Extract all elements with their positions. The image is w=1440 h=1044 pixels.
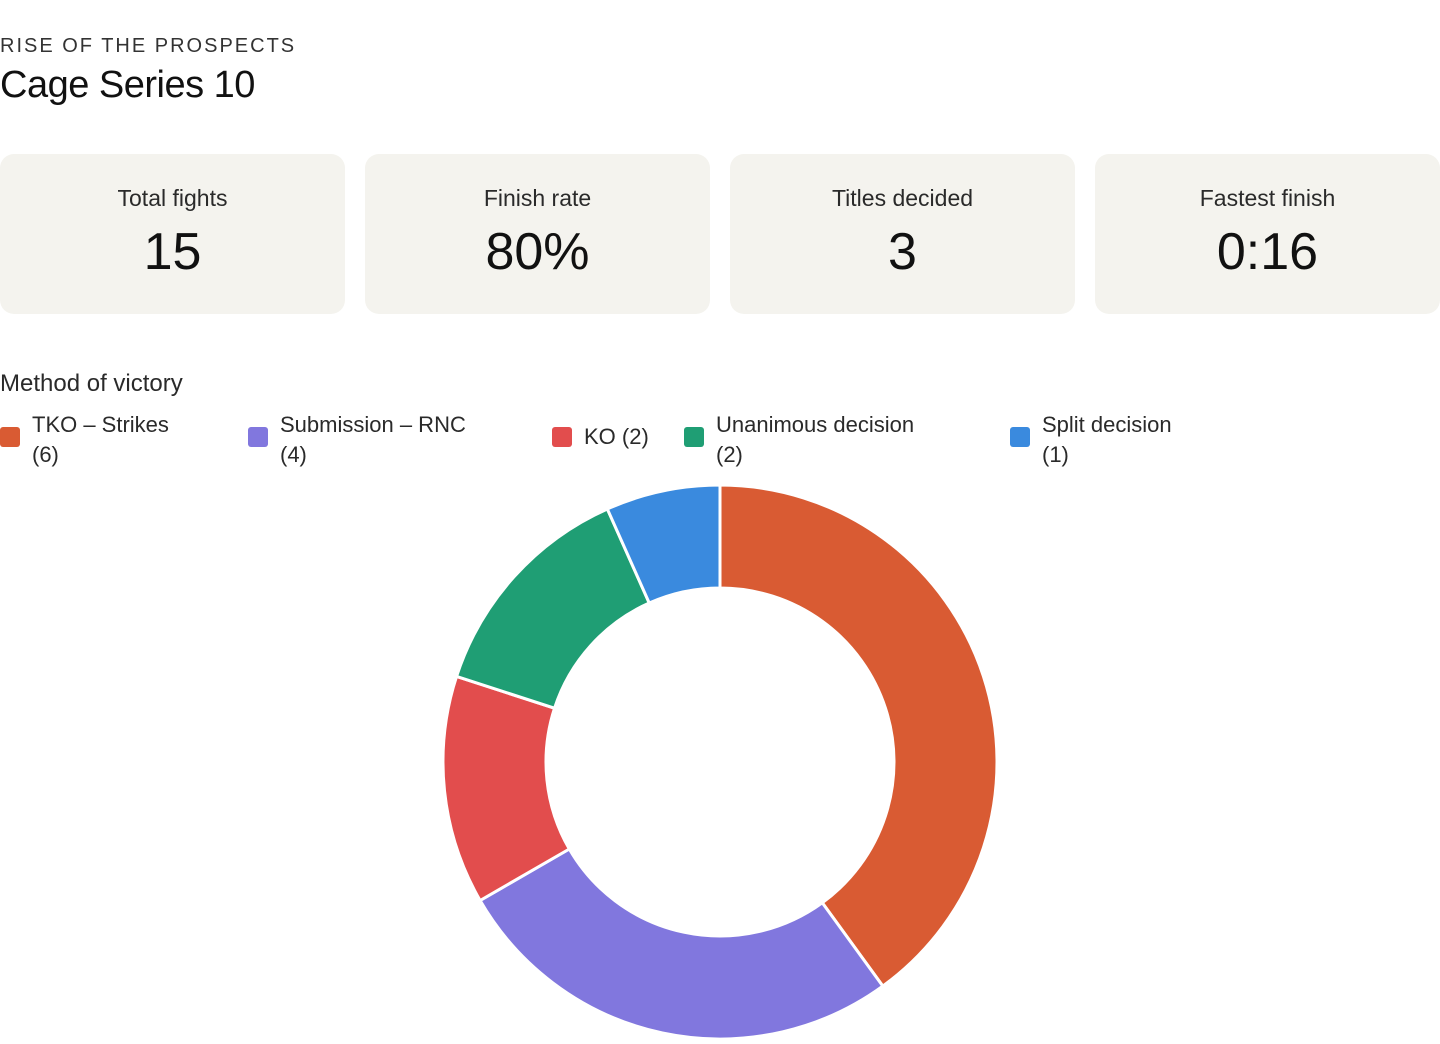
stat-value: 3 (888, 223, 917, 281)
legend-label-count: (2) (716, 442, 743, 467)
stat-value: 0:16 (1216, 223, 1319, 281)
legend-label-line: Split decision (1042, 412, 1172, 437)
legend-label-count: (4) (280, 442, 307, 467)
stat-card-total-fights: Total fights 15 (0, 154, 345, 314)
stat-value: 80% (485, 223, 590, 281)
page-title: Cage Series 10 (0, 64, 255, 106)
stat-label: Total fights (117, 185, 228, 211)
legend-label-line: Unanimous decision (716, 412, 915, 437)
stat-label: Fastest finish (1199, 185, 1336, 211)
legend-swatch (0, 427, 20, 447)
legend-item-submission-rnc[interactable]: Submission – RNC (4) (248, 410, 466, 470)
legend-label: TKO – Strikes (6) (32, 410, 169, 470)
legend-swatch (684, 427, 704, 447)
stats-row: Total fights 15 Finish rate 80% Titles d… (0, 154, 1440, 314)
legend-label: Split decision (1) (1042, 410, 1172, 470)
legend-item-unanimous-decision[interactable]: Unanimous decision (2) (684, 410, 914, 470)
stat-card-finish-rate: Finish rate 80% (365, 154, 710, 314)
legend-swatch (248, 427, 268, 447)
stat-label: Finish rate (483, 185, 592, 211)
legend-label-count: (6) (32, 442, 59, 467)
legend-swatch (1010, 427, 1030, 447)
stat-card-fastest-finish: Fastest finish 0:16 (1095, 154, 1440, 314)
stat-value: 15 (143, 223, 202, 281)
legend-swatch (552, 427, 572, 447)
legend-item-tko-strikes[interactable]: TKO – Strikes (6) (0, 410, 169, 470)
legend-item-split-decision[interactable]: Split decision (1) (1010, 410, 1172, 470)
donut-chart (0, 480, 1440, 1044)
stat-card-titles-decided: Titles decided 3 (730, 154, 1075, 314)
event-eyebrow: RISE OF THE PROSPECTS (0, 35, 297, 57)
donut-slice-split-decision[interactable] (605, 483, 722, 606)
donut-slice-tko-strikes[interactable] (718, 483, 999, 989)
legend-label: Submission – RNC (4) (280, 410, 466, 470)
legend-label-count: (1) (1042, 442, 1069, 467)
legend-item-ko[interactable]: KO (2) (552, 410, 649, 452)
legend-label: KO (2) (584, 410, 649, 452)
legend-label: Unanimous decision (2) (716, 410, 914, 470)
stat-label: Titles decided (831, 185, 974, 211)
chart-title: Method of victory (0, 370, 183, 397)
donut-slice-submission-rnc[interactable] (478, 846, 885, 1041)
legend-label-line: KO (2) (584, 424, 649, 449)
donut-chart-svg (441, 483, 999, 1041)
legend-label-line: Submission – RNC (280, 412, 466, 437)
legend-label-line: TKO – Strikes (32, 412, 169, 437)
